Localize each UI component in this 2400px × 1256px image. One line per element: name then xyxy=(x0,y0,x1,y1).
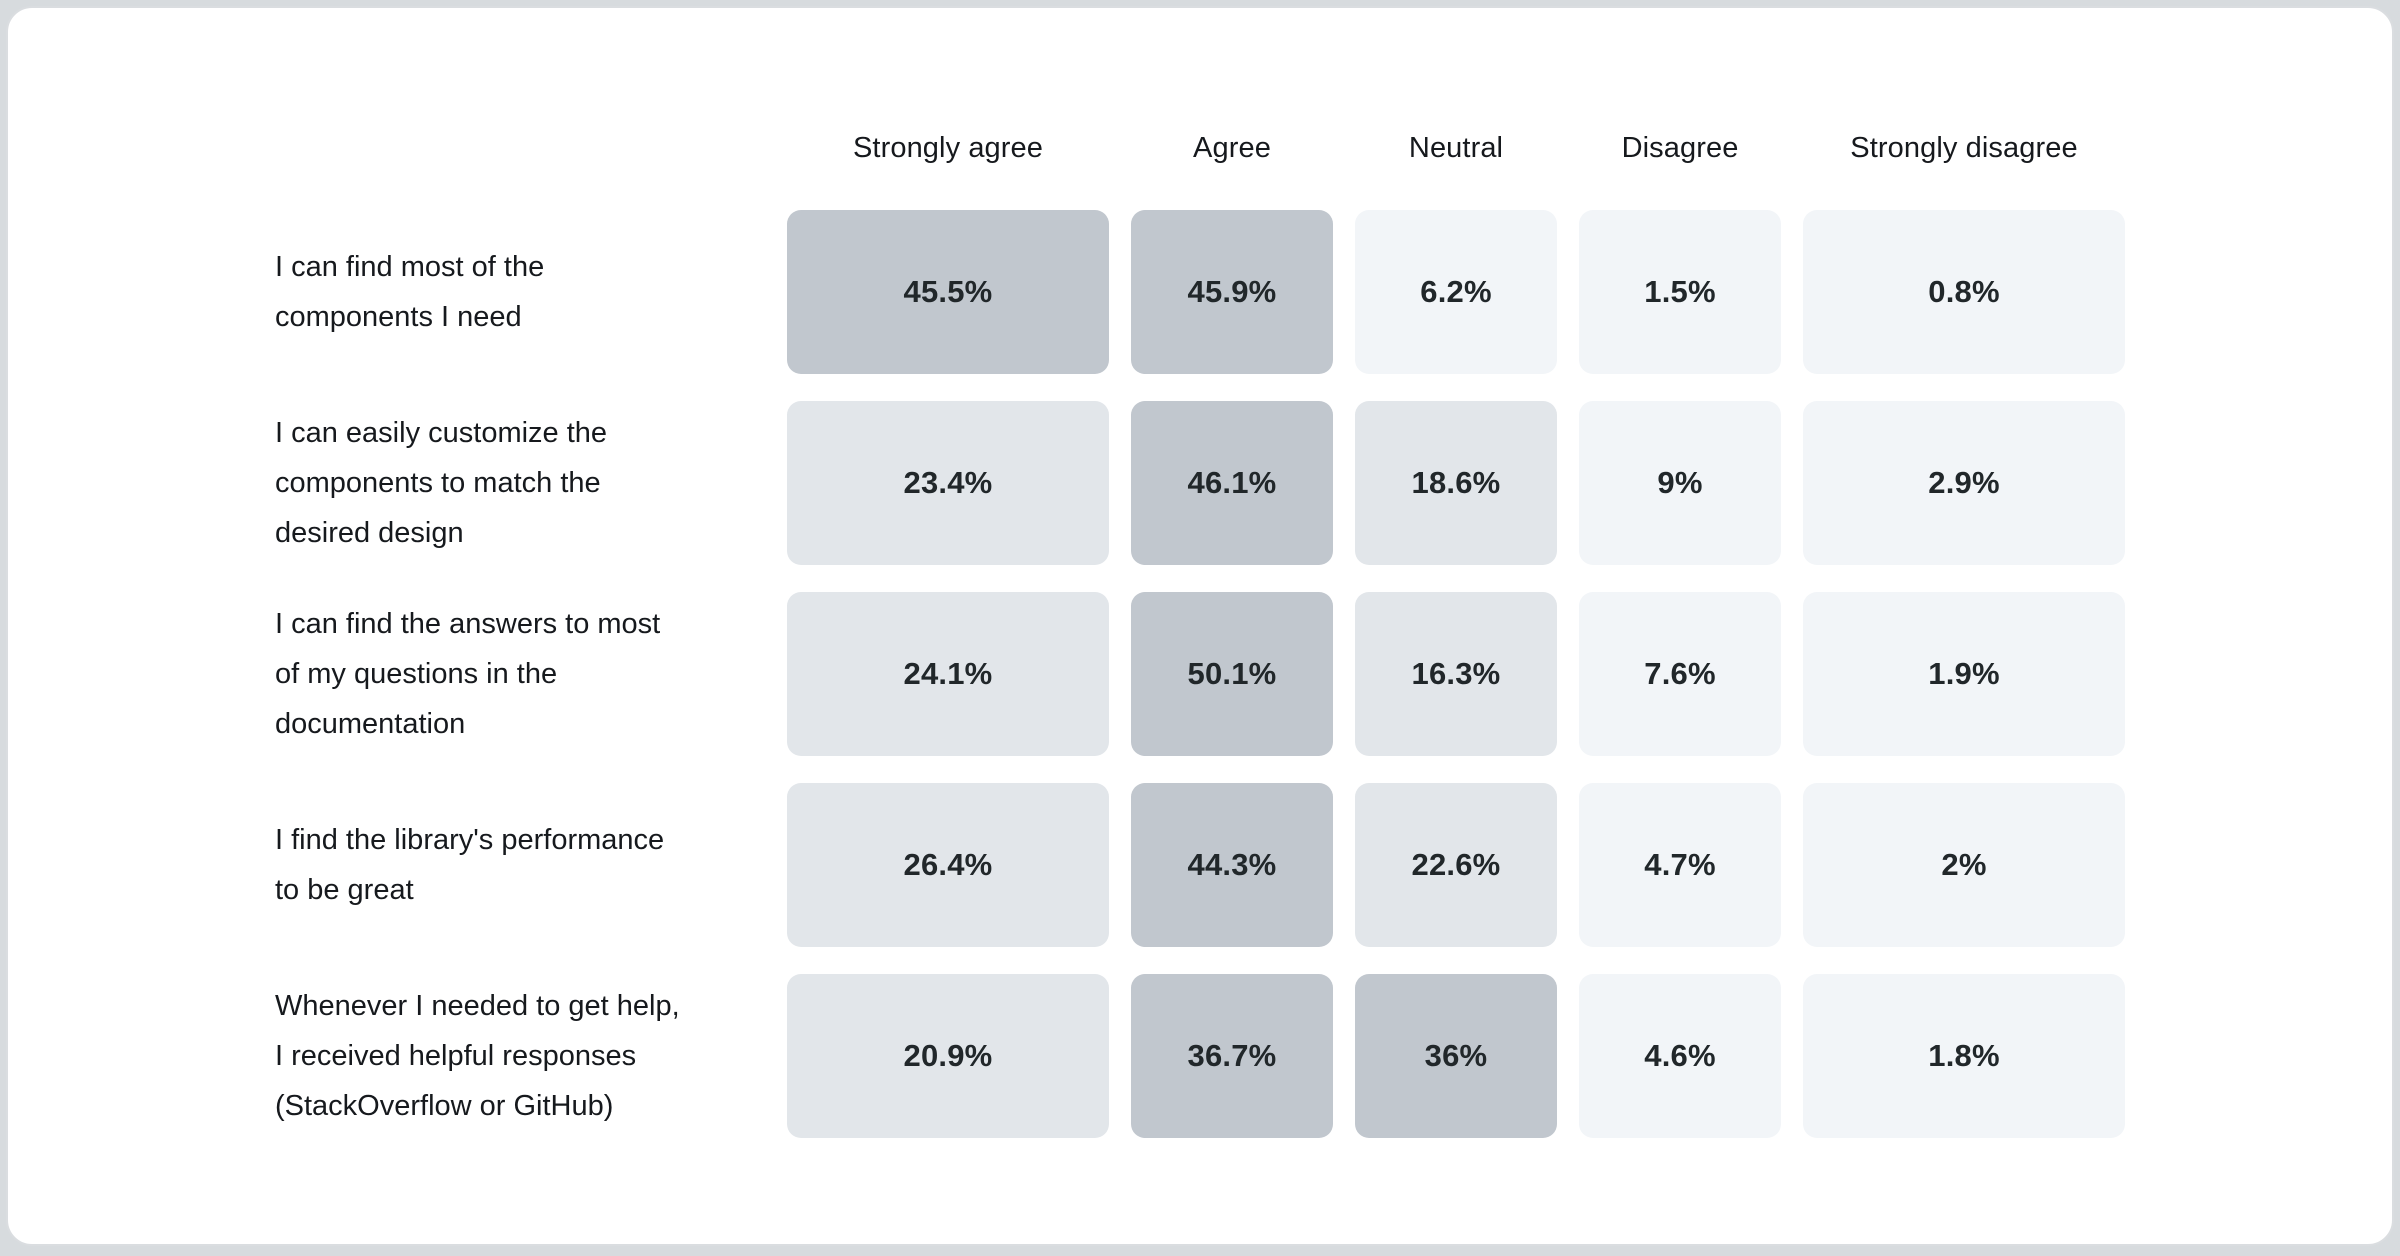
heatmap-cell: 36.7% xyxy=(1131,974,1333,1138)
heatmap-cell: 16.3% xyxy=(1355,592,1557,756)
cell-value: 2% xyxy=(1941,847,1987,882)
heatmap-cell: 9% xyxy=(1579,401,1781,565)
cell-value: 6.2% xyxy=(1420,274,1492,309)
column-header: Disagree xyxy=(1621,131,1739,164)
heatmap-cell: 46.1% xyxy=(1131,401,1333,565)
column-header: Neutral xyxy=(1408,131,1504,164)
cell-value: 1.9% xyxy=(1928,656,2000,691)
heatmap-cell: 6.2% xyxy=(1355,210,1557,374)
cell-value: 36% xyxy=(1424,1038,1488,1073)
heatmap-cell: 2% xyxy=(1803,783,2125,947)
survey-heatmap-card: Strongly agree Agree Neutral Disagree Strong… xyxy=(6,6,2394,1246)
heatmap-cell: 1.8% xyxy=(1803,974,2125,1138)
cell-value: 23.4% xyxy=(903,465,993,500)
heatmap-cell: 36% xyxy=(1355,974,1557,1138)
row-label: I can find the answers to most of my que… xyxy=(275,608,661,740)
column-header: Strongly agree xyxy=(852,131,1043,164)
cell-value: 44.3% xyxy=(1187,847,1277,882)
cell-value: 1.8% xyxy=(1928,1038,2000,1073)
heatmap-cell: 4.6% xyxy=(1579,974,1781,1138)
heatmap-cell: 50.1% xyxy=(1131,592,1333,756)
cell-value: 4.6% xyxy=(1644,1038,1716,1073)
heatmap-cell: 44.3% xyxy=(1131,783,1333,947)
cell-value: 7.6% xyxy=(1644,656,1716,691)
column-header: Agree xyxy=(1193,131,1271,164)
cell-value: 9% xyxy=(1657,465,1703,500)
cell-value: 18.6% xyxy=(1411,465,1501,500)
heatmap-cell: 45.5% xyxy=(787,210,1109,374)
cell-value: 0.8% xyxy=(1928,274,2000,309)
cell-value: 26.4% xyxy=(903,847,993,882)
heatmap-cell: 0.8% xyxy=(1803,210,2125,374)
row-label: I can easily customize the components to… xyxy=(275,417,608,549)
row-label: Whenever I needed to get help, I receive… xyxy=(275,990,680,1122)
cell-value: 16.3% xyxy=(1411,656,1501,691)
cell-value: 50.1% xyxy=(1187,656,1277,691)
cell-value: 36.7% xyxy=(1187,1038,1277,1073)
row-label: I can find most of the components I need xyxy=(275,251,545,333)
heatmap-cell: 1.9% xyxy=(1803,592,2125,756)
cell-value: 20.9% xyxy=(903,1038,993,1073)
cell-value: 22.6% xyxy=(1411,847,1501,882)
cell-value: 1.5% xyxy=(1644,274,1716,309)
cell-value: 45.9% xyxy=(1187,274,1277,309)
heatmap-cell: 24.1% xyxy=(787,592,1109,756)
heatmap-cell: 2.9% xyxy=(1803,401,2125,565)
heatmap-cell: 22.6% xyxy=(1355,783,1557,947)
heatmap-cell: 18.6% xyxy=(1355,401,1557,565)
heatmap-cell: 1.5% xyxy=(1579,210,1781,374)
heatmap-grid: Strongly agree Agree Neutral Disagree Strong… xyxy=(275,113,2125,1138)
heatmap-cell: 20.9% xyxy=(787,974,1109,1138)
heatmap-cell: 23.4% xyxy=(787,401,1109,565)
heatmap-cell: 26.4% xyxy=(787,783,1109,947)
heatmap-cell: 4.7% xyxy=(1579,783,1781,947)
cell-value: 46.1% xyxy=(1187,465,1277,500)
corner-spacer xyxy=(275,113,765,183)
cell-value: 4.7% xyxy=(1644,847,1716,882)
row-label: I find the library's performance to be g… xyxy=(275,824,665,906)
cell-value: 45.5% xyxy=(903,274,993,309)
cell-value: 24.1% xyxy=(903,656,993,691)
cell-value: 2.9% xyxy=(1928,465,2000,500)
column-header: Strongly disagree xyxy=(1850,131,2078,164)
heatmap-cell: 45.9% xyxy=(1131,210,1333,374)
heatmap-cell: 7.6% xyxy=(1579,592,1781,756)
